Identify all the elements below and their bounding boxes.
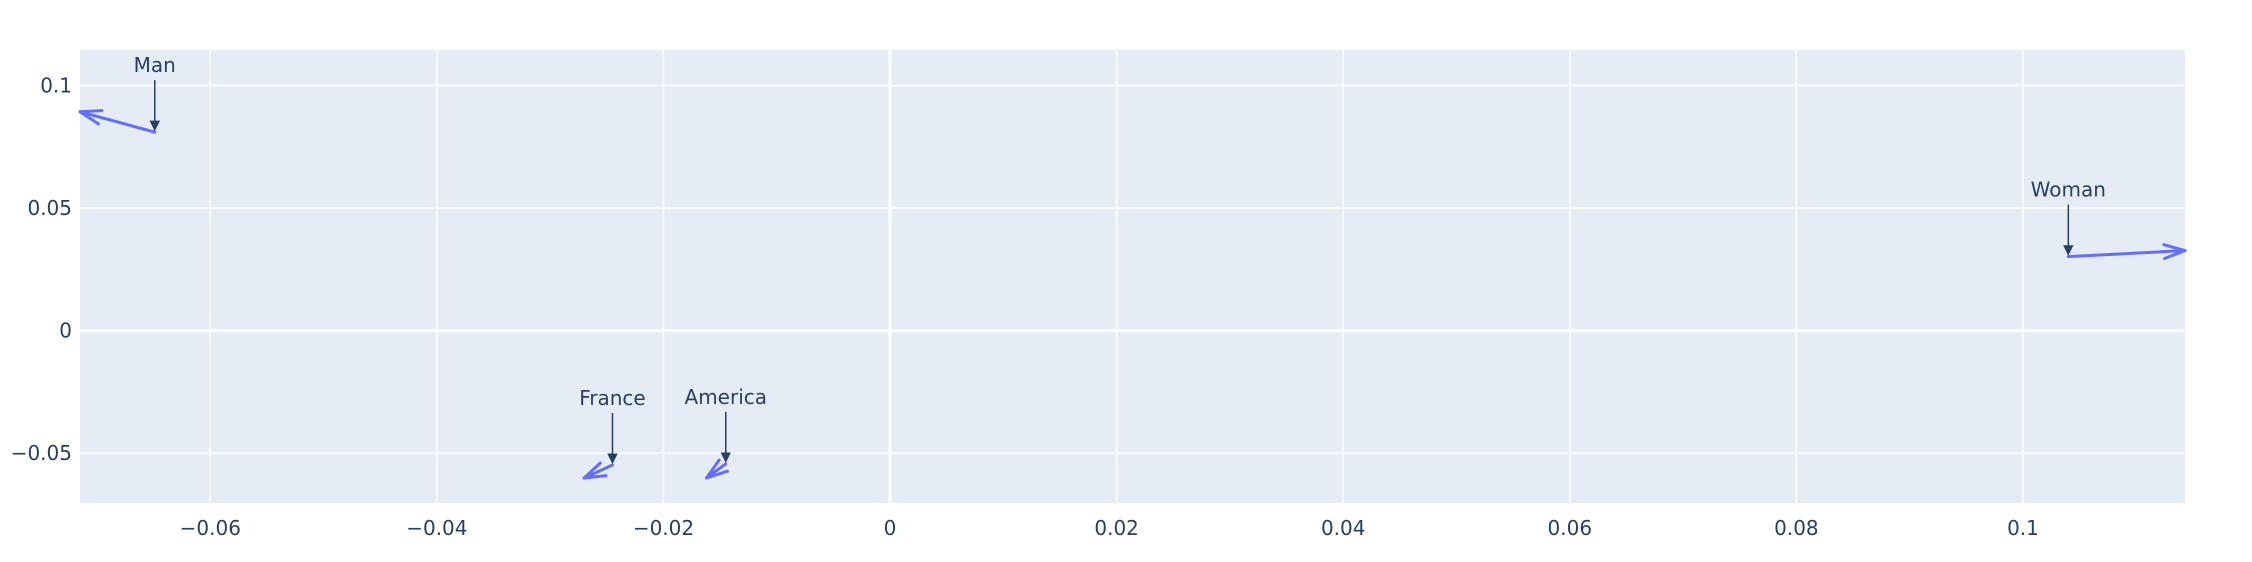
vector-arrowhead bbox=[2162, 243, 2187, 261]
annotation-label: America bbox=[685, 385, 768, 409]
annotation-man: Man bbox=[134, 53, 176, 132]
annotation-label: Woman bbox=[2031, 178, 2106, 202]
vector-line bbox=[582, 463, 614, 480]
x-tick-label: −0.04 bbox=[406, 516, 467, 540]
y-tick-label: 0.1 bbox=[40, 74, 72, 98]
y-tick-label: 0.05 bbox=[27, 196, 72, 220]
annotation-label: France bbox=[579, 386, 646, 410]
annotation-layer: Man Woman France America bbox=[134, 53, 2106, 465]
gridlines bbox=[80, 50, 2185, 503]
vector-arrowhead bbox=[705, 458, 729, 480]
vector-arrowhead bbox=[582, 461, 608, 480]
x-tick-label: 0.02 bbox=[1094, 516, 1139, 540]
tick-labels: −0.06 −0.04 −0.02 0 0.02 0.04 0.06 0.08 0.1 0.1 0.… bbox=[11, 74, 2039, 540]
y-tick-label: −0.05 bbox=[11, 441, 72, 465]
annotation-label: Man bbox=[134, 53, 176, 77]
x-tick-label: 0 bbox=[884, 516, 897, 540]
series-france bbox=[582, 461, 614, 480]
x-tick-label: −0.06 bbox=[180, 516, 241, 540]
series-man bbox=[78, 109, 157, 134]
x-tick-label: −0.02 bbox=[633, 516, 694, 540]
vector-line bbox=[78, 110, 157, 134]
annotation-woman: Woman bbox=[2031, 178, 2106, 256]
y-tick-label: 0 bbox=[59, 319, 72, 343]
x-tick-label: 0.06 bbox=[1548, 516, 1593, 540]
x-tick-label: 0.1 bbox=[2007, 516, 2039, 540]
series-layer bbox=[78, 109, 2187, 480]
plot-area bbox=[80, 50, 2185, 503]
vector-line bbox=[2066, 249, 2187, 259]
series-america bbox=[705, 458, 729, 480]
x-tick-label: 0.08 bbox=[1774, 516, 1819, 540]
annotation-france: France bbox=[579, 386, 646, 465]
annotation-america: America bbox=[685, 385, 768, 463]
x-tick-label: 0.04 bbox=[1321, 516, 1366, 540]
series-woman bbox=[2066, 243, 2187, 261]
vector-arrowhead bbox=[78, 109, 104, 126]
